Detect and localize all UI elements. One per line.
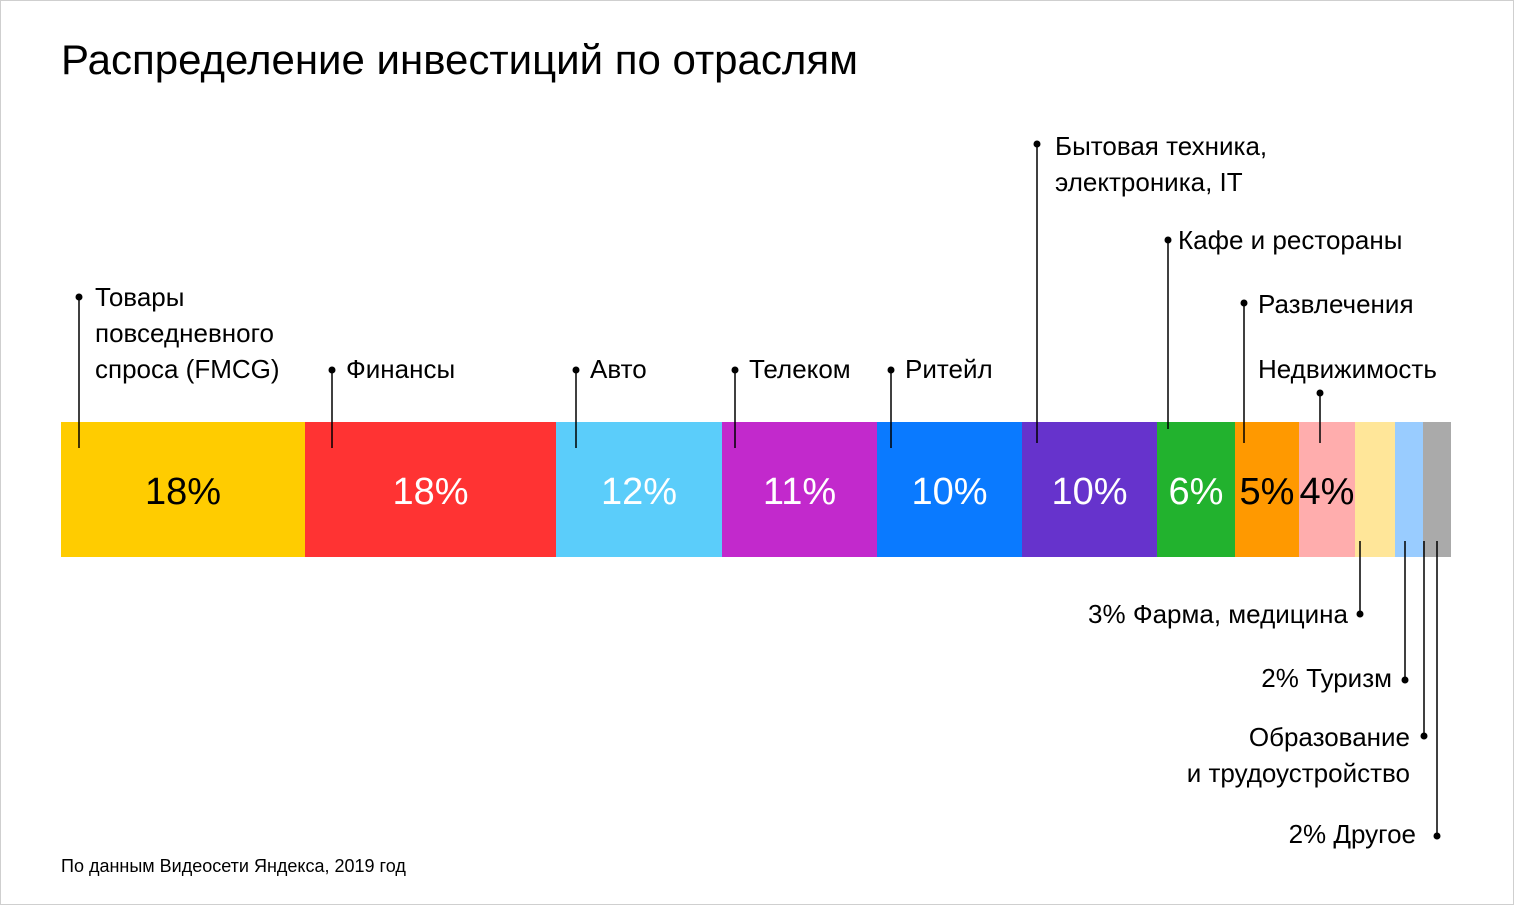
callout-dot-10 — [1356, 610, 1364, 618]
bar-segment-12 — [1423, 422, 1451, 557]
callout-dot-6 — [1033, 140, 1041, 148]
category-label-1-line-3: спроса (FMCG) — [95, 354, 280, 384]
category-label-11: 2% Туризм — [1261, 663, 1392, 693]
callout-dot-2 — [328, 366, 336, 374]
bar-segment-10 — [1355, 422, 1395, 557]
source-note: По данным Видеосети Яндекса, 2019 год — [61, 856, 406, 876]
category-label-12-line-1: Образование — [1249, 722, 1410, 752]
bar-segment-1 — [61, 422, 305, 557]
category-label-1-line-1: Товары — [95, 282, 184, 312]
callout-dot-11 — [1401, 676, 1409, 684]
category-label-10: 3% Фарма, медицина — [1088, 599, 1349, 629]
callout-dot-8 — [1240, 299, 1248, 307]
category-label-3: Авто — [590, 354, 647, 384]
category-label-2: Финансы — [346, 354, 455, 384]
category-label-1-line-2: повседневного — [95, 318, 274, 348]
bar-segment-9 — [1299, 422, 1355, 557]
bar-segment-8 — [1235, 422, 1299, 557]
callout-dot-1 — [75, 293, 83, 301]
bar-segment-3 — [556, 422, 722, 557]
category-label-8: Развлечения — [1258, 289, 1414, 319]
category-label-6-line-1: Бытовая техника, — [1055, 131, 1267, 161]
category-label-7: Кафе и рестораны — [1178, 225, 1402, 255]
callout-dot-3 — [572, 366, 580, 374]
bar-value-label-5: 10% — [911, 471, 987, 513]
bar-value-label-3: 12% — [601, 471, 677, 513]
bar-segment-4 — [722, 422, 877, 557]
category-label-12-line-2: и трудоустройство — [1187, 758, 1410, 788]
bar-value-label-9: 4% — [1300, 471, 1355, 513]
callout-dot-4 — [731, 366, 739, 374]
bar-value-label-1: 18% — [145, 471, 221, 513]
bar-segment-5 — [877, 422, 1022, 557]
category-label-13: 2% Другое — [1289, 819, 1416, 849]
category-label-9: Недвижимость — [1258, 354, 1437, 384]
callout-dot-9 — [1316, 389, 1324, 397]
callout-dot-13 — [1433, 832, 1441, 840]
bar-value-label-6: 10% — [1051, 471, 1127, 513]
callout-dot-12 — [1420, 732, 1428, 740]
bar-value-label-8: 5% — [1240, 471, 1295, 513]
callout-dot-5 — [887, 366, 895, 374]
bar-value-label-4: 11% — [763, 471, 836, 513]
bar-value-label-2: 18% — [392, 471, 468, 513]
bar-segment-6 — [1022, 422, 1157, 557]
category-label-4: Телеком — [749, 354, 851, 384]
bar-segment-2 — [305, 422, 556, 557]
bar-segment-7 — [1157, 422, 1235, 557]
callout-dot-7 — [1164, 236, 1172, 244]
category-label-5: Ритейл — [905, 354, 993, 384]
chart-title: Распределение инвестиций по отраслям — [61, 36, 859, 83]
category-label-6-line-2: электроника, IT — [1055, 167, 1243, 197]
bar-value-label-7: 6% — [1169, 471, 1224, 513]
bar-segment-11 — [1395, 422, 1423, 557]
